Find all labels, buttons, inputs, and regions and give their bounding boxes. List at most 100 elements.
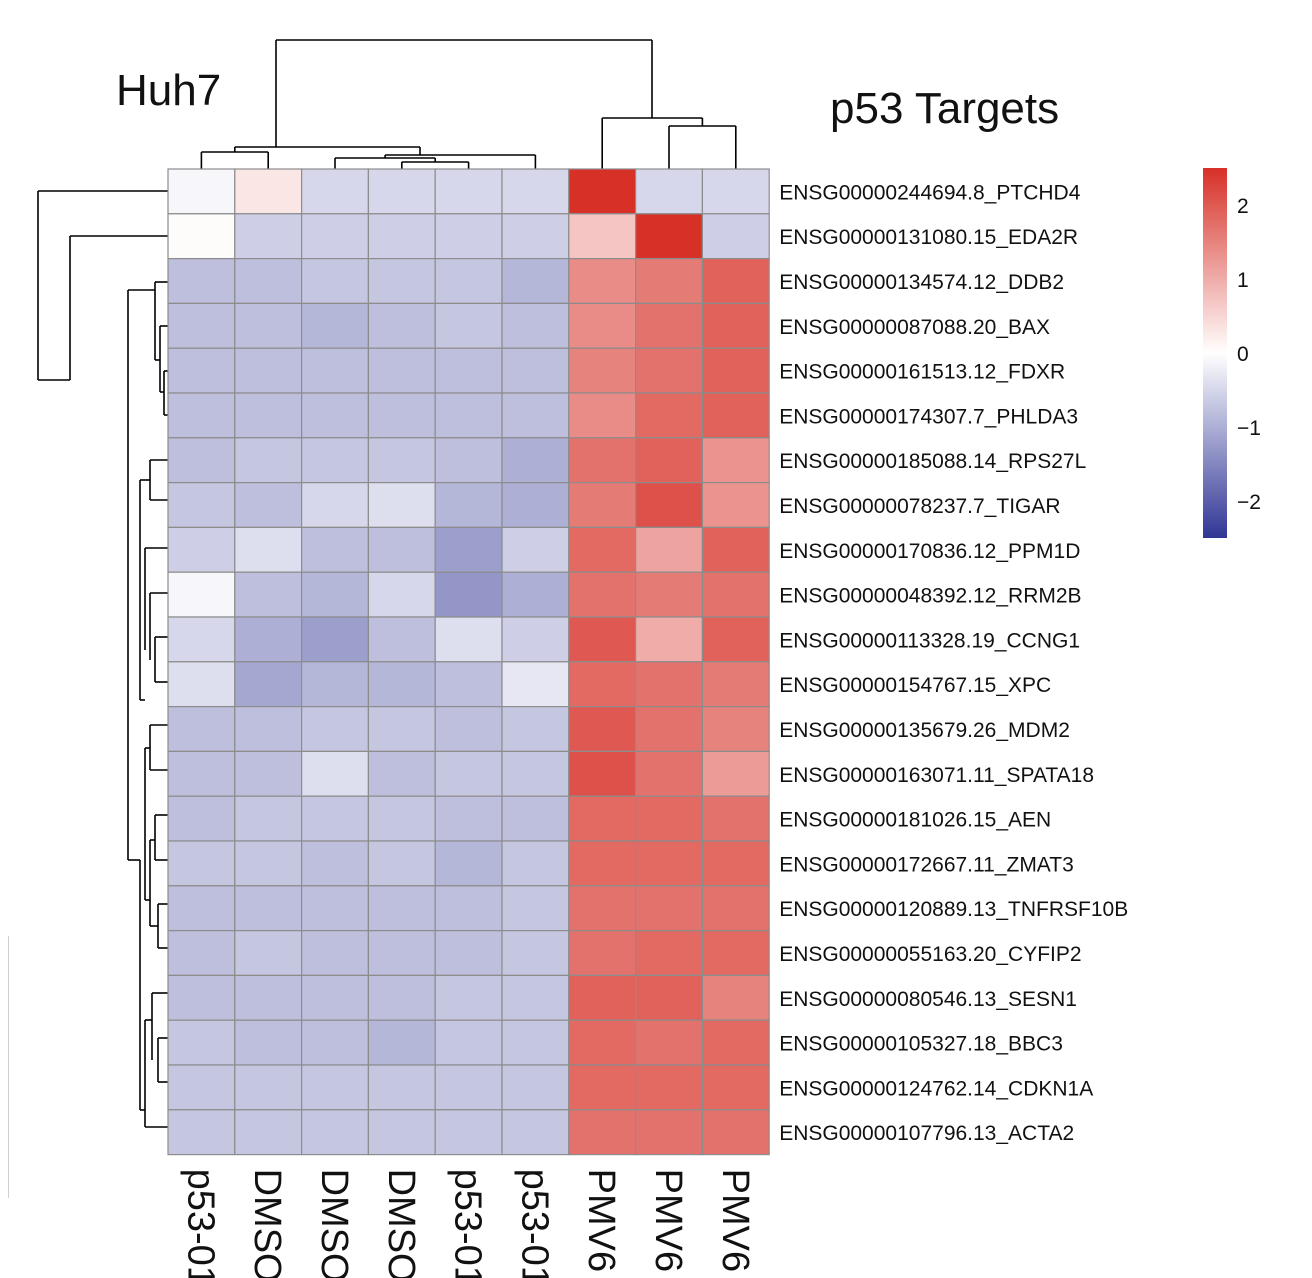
- heatmap-cell: [167, 437, 236, 484]
- row-label: ENSG00000174307.7_PHLDA3: [779, 405, 1078, 428]
- row-labels: ENSG00000244694.8_PTCHD4 ENSG00000131080.…: [779, 181, 1128, 1145]
- heatmap-cell: [234, 885, 303, 932]
- heatmap-cell: [568, 258, 637, 305]
- heatmap-cell: [634, 705, 703, 752]
- heatmap-cell: [167, 750, 236, 797]
- heatmap-cell: [167, 571, 236, 618]
- heatmap-cell: [434, 705, 503, 752]
- heatmap-cell: [568, 302, 637, 349]
- heatmap-cell: [501, 213, 570, 260]
- heatmap-cell: [301, 302, 370, 349]
- heatmap-cell: [501, 302, 570, 349]
- heatmap-cell: [367, 616, 436, 663]
- heatmap-cell: [634, 526, 703, 573]
- heatmap-cell: [434, 392, 503, 439]
- column-labels: p53-01 DMSO DMSO DMSO p53-01 p53-01 PMV6 PMV6 PM…: [179, 1169, 755, 1278]
- column-label: DMSO: [246, 1169, 288, 1278]
- heatmap-cell: [634, 392, 703, 439]
- row-label: ENSG00000087088.20_BAX: [779, 316, 1050, 339]
- color-scale-tick-label: 2: [1237, 195, 1249, 218]
- heatmap-cell: [701, 258, 770, 305]
- heatmap-cell: [301, 392, 370, 439]
- heatmap-cell: [301, 616, 370, 663]
- heatmap-cell: [701, 213, 770, 260]
- column-label: PMV6: [647, 1169, 689, 1272]
- heatmap-cell: [701, 974, 770, 1021]
- heatmap-cell: [167, 795, 236, 842]
- heatmap-cell: [434, 526, 503, 573]
- heatmap-cell: [701, 661, 770, 708]
- heatmap-cell: [701, 571, 770, 618]
- heatmap-cell: [434, 661, 503, 708]
- heatmap-cell: [301, 750, 370, 797]
- heatmap-cell: [301, 974, 370, 1021]
- heatmap-cell: [568, 1064, 637, 1111]
- heatmap-cell: [234, 840, 303, 887]
- row-dendrogram: [37, 190, 168, 1128]
- heatmap-cell: [501, 168, 570, 215]
- heatmap-cell: [367, 1019, 436, 1066]
- heatmap-cell: [434, 168, 503, 215]
- heatmap-cell: [234, 1064, 303, 1111]
- heatmap-cell: [234, 661, 303, 708]
- column-label: DMSO: [313, 1169, 355, 1278]
- heatmap-cell: [367, 437, 436, 484]
- heatmap-cell: [167, 1064, 236, 1111]
- heatmap-cell: [701, 929, 770, 976]
- heatmap-cell: [568, 1019, 637, 1066]
- row-label: ENSG00000055163.20_CYFIP2: [779, 943, 1081, 966]
- heatmap-cell: [568, 437, 637, 484]
- heatmap-cell: [167, 616, 236, 663]
- heatmap-cell: [501, 705, 570, 752]
- heatmap-cell: [234, 437, 303, 484]
- heatmap-cell: [301, 885, 370, 932]
- heatmap-cell: [434, 1019, 503, 1066]
- color-scale-bar: [1203, 168, 1227, 538]
- heatmap-cell: [701, 168, 770, 215]
- heatmap-cell: [301, 705, 370, 752]
- heatmap-cell: [234, 168, 303, 215]
- heatmap-cell: [634, 213, 703, 260]
- row-label: ENSG00000185088.14_RPS27L: [779, 450, 1086, 473]
- heatmap-cell: [434, 1064, 503, 1111]
- heatmap-cell: [501, 437, 570, 484]
- heatmap-cell: [234, 258, 303, 305]
- row-label: ENSG00000181026.15_AEN: [779, 809, 1051, 832]
- heatmap-cell: [501, 1064, 570, 1111]
- heatmap-cell: [701, 347, 770, 394]
- heatmap-cell: [167, 885, 236, 932]
- heatmap-cell: [568, 616, 637, 663]
- heatmap-cell: [234, 347, 303, 394]
- heatmap-cell: [434, 302, 503, 349]
- row-label: ENSG00000124762.14_CDKN1A: [779, 1077, 1093, 1100]
- heatmap-cell: [367, 929, 436, 976]
- row-label: ENSG00000080546.13_SESN1: [779, 988, 1077, 1011]
- heatmap-cell: [634, 885, 703, 932]
- heatmap-cell: [234, 705, 303, 752]
- heatmap-cell: [634, 1064, 703, 1111]
- heatmap-cell: [167, 347, 236, 394]
- column-label: DMSO: [380, 1169, 422, 1278]
- heatmap-cell: [167, 302, 236, 349]
- heatmap-cell: [568, 929, 637, 976]
- heatmap-cell: [301, 661, 370, 708]
- heatmap-cell: [234, 1109, 303, 1156]
- heatmap-cell: [367, 347, 436, 394]
- heatmap-cell: [434, 482, 503, 529]
- heatmap-cell: [367, 795, 436, 842]
- row-label: ENSG00000048392.12_RRM2B: [779, 585, 1081, 608]
- heatmap-cell: [167, 1019, 236, 1066]
- row-label: ENSG00000161513.12_FDXR: [779, 361, 1065, 384]
- color-scale-legend: 2 1 0 −1 −2: [1203, 168, 1261, 538]
- heatmap-cell: [367, 392, 436, 439]
- heatmap-cell: [234, 750, 303, 797]
- heatmap-cell: [434, 437, 503, 484]
- heatmap-cell: [434, 750, 503, 797]
- heatmap-cell: [568, 526, 637, 573]
- heatmap-cell: [568, 974, 637, 1021]
- row-label: ENSG00000120889.13_TNFRSF10B: [779, 898, 1128, 921]
- heatmap-cell: [301, 1019, 370, 1066]
- heatmap-cell: [167, 482, 236, 529]
- column-label: PMV6: [580, 1169, 622, 1272]
- heatmap-cell: [301, 929, 370, 976]
